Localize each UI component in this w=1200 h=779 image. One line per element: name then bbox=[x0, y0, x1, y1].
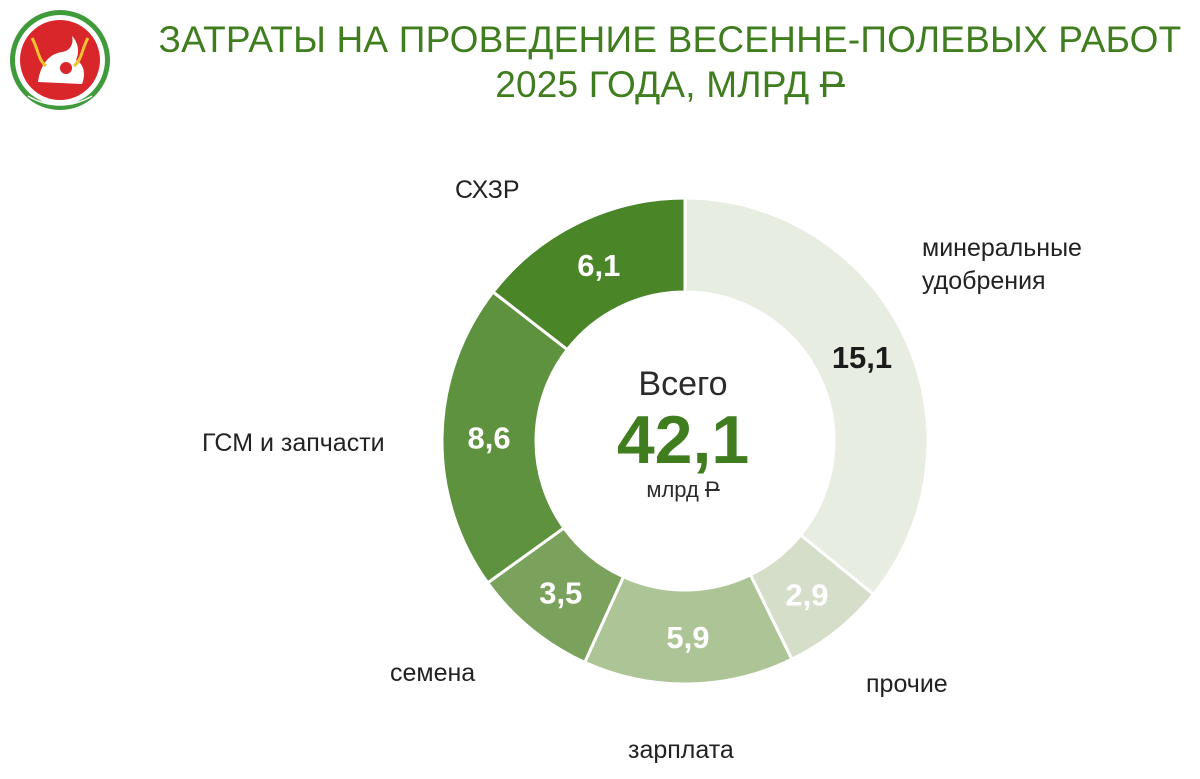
slice-label-5: ГСМ и запчасти bbox=[202, 427, 385, 460]
slice-label-line: удобрения bbox=[922, 267, 1046, 295]
total-caption: Всего bbox=[638, 365, 728, 403]
slice-value-1: 15,1 bbox=[832, 340, 892, 375]
page-title: ЗАТРАТЫ НА ПРОВЕДЕНИЕ ВЕСЕННЕ-ПОЛЕВЫХ РА… bbox=[158, 19, 1182, 60]
slice-label-3: зарплата bbox=[628, 734, 734, 767]
tatarstan-emblem-icon bbox=[10, 10, 110, 110]
total-currency-sign: Р bbox=[704, 477, 720, 502]
page-title-line-2: 2025 ГОДА, МЛРД Р bbox=[150, 64, 1190, 106]
slice-value-5: 8,6 bbox=[467, 420, 510, 455]
chart-center-total: Всего 42,1 млрд Р bbox=[558, 364, 808, 504]
title-currency-sign: Р bbox=[819, 64, 845, 105]
slice-label-line: минеральные bbox=[922, 234, 1082, 262]
slice-label-line: СХЗР bbox=[455, 176, 520, 204]
slice-value-6: 6,1 bbox=[577, 248, 620, 283]
slice-value-4: 3,5 bbox=[539, 576, 582, 611]
total-unit-text: млрд bbox=[646, 477, 705, 502]
slice-1 bbox=[683, 196, 930, 597]
slice-value-2: 2,9 bbox=[785, 577, 828, 612]
slice-label-4: семена bbox=[390, 657, 475, 690]
title-year-unit: 2025 ГОДА, МЛРД bbox=[495, 64, 820, 105]
slice-label-6: СХЗР bbox=[455, 174, 520, 207]
slice-label-1: минеральные удобрения bbox=[922, 232, 1082, 298]
total-value: 42,1 bbox=[616, 402, 750, 478]
slice-label-line: ГСМ и запчасти bbox=[202, 429, 385, 457]
total-unit: млрд Р bbox=[558, 476, 808, 504]
slice-label-line: зарплата bbox=[628, 736, 734, 764]
slice-5 bbox=[440, 289, 570, 585]
slice-value-3: 5,9 bbox=[666, 620, 709, 655]
slice-label-line: семена bbox=[390, 659, 476, 687]
slice-6 bbox=[490, 196, 687, 352]
slice-label-line: прочие bbox=[866, 670, 948, 698]
slice-label-2: прочие bbox=[866, 668, 948, 701]
